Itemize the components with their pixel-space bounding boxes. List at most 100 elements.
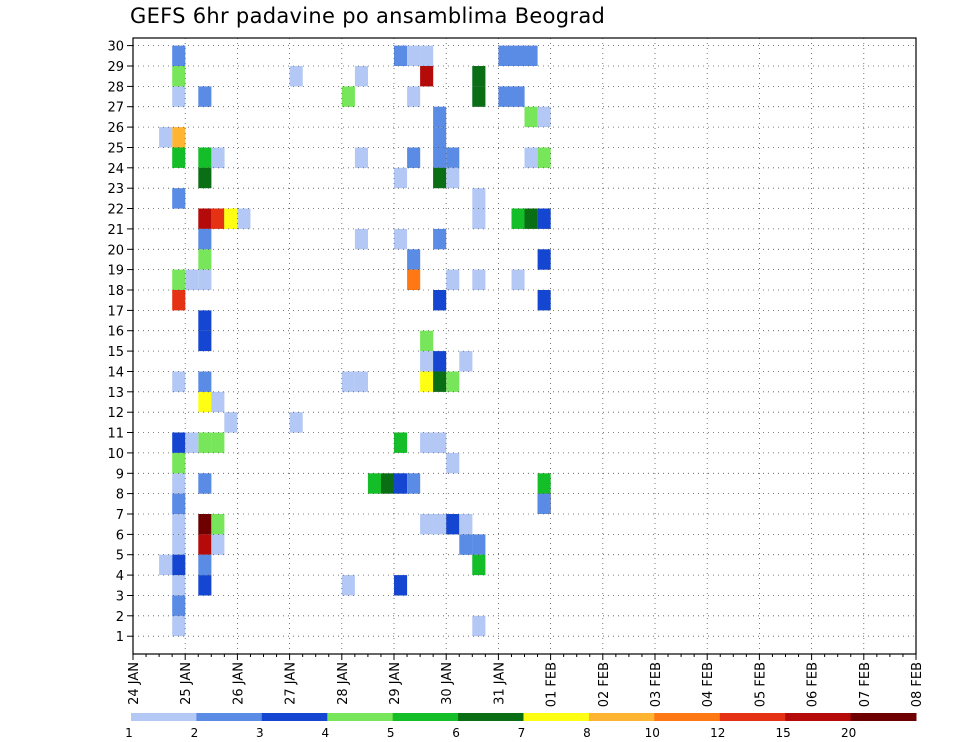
y-tick-label: 28 (107, 80, 124, 95)
data-cell (407, 45, 421, 66)
data-cell (524, 45, 538, 66)
data-cell (172, 452, 186, 474)
data-cell (198, 432, 212, 453)
data-cell (198, 473, 212, 494)
data-cell (524, 106, 538, 128)
data-cell (172, 86, 186, 107)
data-cell (420, 45, 434, 66)
data-cell (524, 208, 538, 229)
data-cell (433, 432, 447, 453)
y-tick-label: 5 (116, 549, 124, 564)
x-tick-label: 24 JAN (127, 662, 142, 705)
x-tick-label: 03 FEB (649, 662, 664, 707)
x-tick-label: 08 FEB (910, 662, 925, 707)
x-tick-label: 29 JAN (388, 662, 403, 705)
y-tick-label: 12 (107, 406, 124, 421)
y-tick-label: 14 (107, 366, 124, 381)
legend-label: 10 (645, 726, 660, 740)
data-cell (172, 432, 186, 453)
data-cell (537, 290, 551, 311)
x-tick-label: 07 FEB (858, 662, 873, 707)
data-cell (459, 514, 473, 535)
data-cell (172, 615, 186, 637)
data-cell (420, 351, 434, 372)
data-cell (394, 473, 408, 494)
data-cell (198, 514, 212, 535)
x-tick-label: 28 JAN (336, 662, 351, 705)
data-cell (172, 371, 186, 392)
data-cell (394, 575, 408, 596)
data-cell (172, 290, 186, 311)
y-tick-label: 17 (107, 304, 124, 319)
x-tick-label: 06 FEB (806, 662, 821, 707)
data-cell (198, 86, 212, 107)
data-cell (407, 473, 421, 494)
data-cell (172, 127, 186, 148)
y-tick-label: 6 (116, 528, 124, 543)
data-cell (524, 147, 538, 168)
data-cell (159, 127, 173, 148)
data-cell (185, 432, 199, 453)
data-cell (433, 351, 447, 372)
data-cell (289, 66, 303, 87)
data-cell (407, 249, 421, 270)
data-cell (289, 412, 303, 433)
legend-swatch (327, 713, 394, 721)
y-tick-label: 3 (116, 590, 124, 605)
data-cell (537, 147, 551, 168)
data-cell (381, 473, 395, 494)
x-tick-label: 27 JAN (284, 662, 299, 705)
legend-swatch (850, 713, 917, 721)
data-cell (433, 290, 447, 311)
data-cell (433, 167, 447, 189)
data-cell (341, 86, 355, 107)
data-cell (498, 45, 512, 66)
y-tick-label: 22 (107, 203, 124, 218)
data-cell (472, 86, 486, 107)
data-cell (211, 208, 225, 229)
data-cell (446, 452, 460, 474)
data-cell (341, 371, 355, 392)
data-cell (433, 228, 447, 250)
data-cell (472, 66, 486, 87)
data-cell (172, 554, 186, 576)
y-tick-label: 30 (107, 40, 124, 55)
data-cell (446, 147, 460, 168)
legend-swatch (785, 713, 852, 721)
legend-label: 3 (256, 726, 264, 740)
data-cell (511, 269, 525, 290)
data-cell (511, 86, 525, 107)
data-cell (198, 534, 212, 555)
data-cell (237, 208, 251, 229)
data-cell (224, 412, 238, 433)
data-cell (198, 167, 212, 189)
data-cell (185, 269, 199, 290)
data-cell (198, 208, 212, 229)
legend-label: 20 (841, 726, 856, 740)
y-tick-label: 23 (107, 182, 124, 197)
y-tick-label: 4 (116, 569, 124, 584)
data-cell (433, 371, 447, 392)
data-cell (394, 45, 408, 66)
data-cell (446, 269, 460, 290)
legend-swatch (261, 713, 328, 721)
data-cell (537, 493, 551, 514)
data-cell (472, 188, 486, 209)
data-cell (211, 391, 225, 413)
legend-label: 8 (583, 726, 591, 740)
y-tick-label: 20 (107, 243, 124, 258)
data-cell (341, 575, 355, 596)
data-cell (433, 514, 447, 535)
y-tick-label: 2 (116, 610, 124, 625)
y-tick-label: 26 (107, 121, 124, 136)
y-tick-label: 27 (107, 101, 124, 116)
data-cell (420, 330, 434, 352)
data-cell (407, 269, 421, 290)
data-cell (394, 228, 408, 250)
x-tick-label: 30 JAN (440, 662, 455, 705)
data-cell (198, 228, 212, 250)
data-cell (354, 147, 368, 168)
x-tick-label: 05 FEB (753, 662, 768, 707)
y-tick-label: 9 (116, 467, 124, 482)
data-cell (433, 147, 447, 168)
